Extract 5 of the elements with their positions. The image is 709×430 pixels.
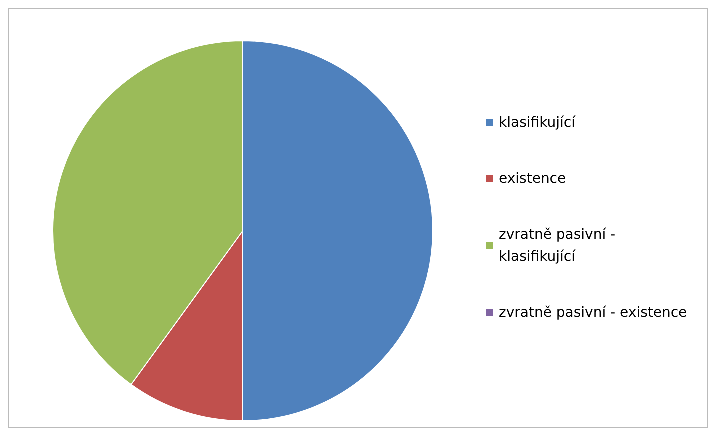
legend-label: klasifikující [499,115,577,131]
category-label: zvratně pasivní - [499,227,616,243]
slice-label: klasifikující [499,249,577,265]
legend-label: existence [499,171,566,187]
legend-label: zvratně pasivní - existence [499,305,688,321]
